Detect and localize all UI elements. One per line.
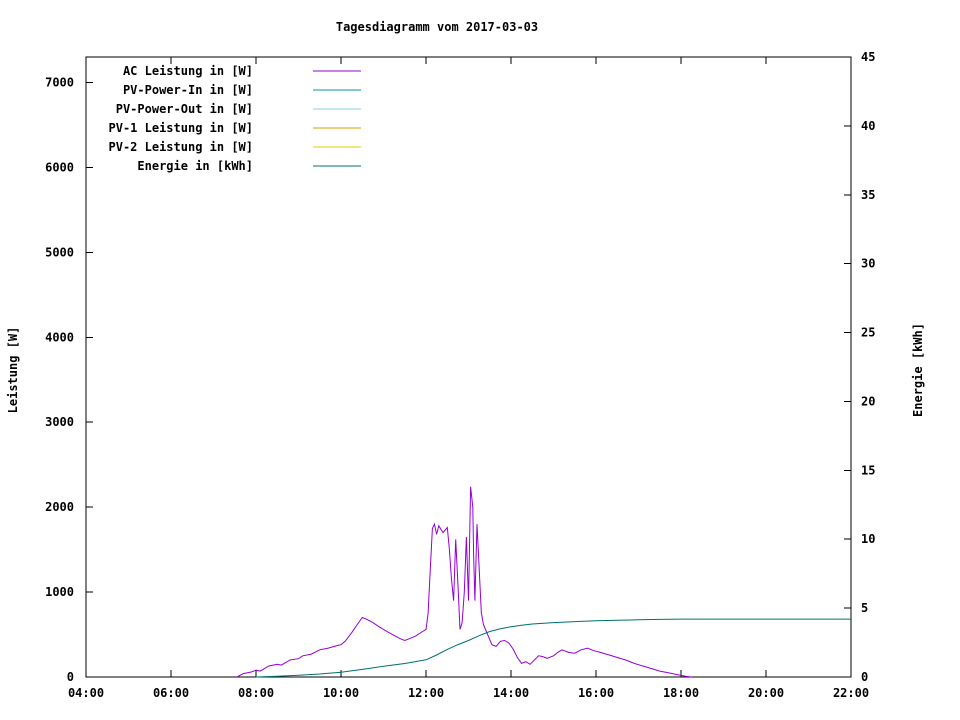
y-axis-label-right: Energie [kWh] — [911, 323, 925, 417]
y-right-tick-label: 0 — [861, 670, 868, 684]
x-tick-label: 18:00 — [663, 686, 699, 700]
y-right-tick-label: 5 — [861, 601, 868, 615]
y-left-tick-label: 2000 — [45, 500, 74, 514]
y-right-tick-label: 45 — [861, 50, 875, 64]
x-tick-label: 08:00 — [238, 686, 274, 700]
y-left-tick-label: 6000 — [45, 160, 74, 174]
y-right-tick-label: 15 — [861, 463, 875, 477]
x-tick-label: 04:00 — [68, 686, 104, 700]
y-right-tick-label: 35 — [861, 188, 875, 202]
y-right-tick-label: 20 — [861, 394, 875, 408]
legend-label-3: PV-1 Leistung in [W] — [109, 121, 254, 135]
x-tick-label: 22:00 — [833, 686, 869, 700]
y-right-tick-label: 40 — [861, 119, 875, 133]
legend-label-5: Energie in [kWh] — [137, 159, 253, 173]
y-left-tick-label: 4000 — [45, 330, 74, 344]
chart-title: Tagesdiagramm vom 2017-03-03 — [336, 20, 538, 34]
y-left-tick-label: 7000 — [45, 75, 74, 89]
y-left-tick-label: 1000 — [45, 585, 74, 599]
y-right-tick-label: 10 — [861, 532, 875, 546]
y-left-tick-label: 0 — [67, 670, 74, 684]
y-right-tick-label: 30 — [861, 257, 875, 271]
series-line-0 — [236, 486, 692, 678]
y-left-tick-label: 5000 — [45, 245, 74, 259]
legend-label-1: PV-Power-In in [W] — [123, 83, 253, 97]
y-axis-label-left: Leistung [W] — [6, 327, 20, 414]
x-tick-label: 10:00 — [323, 686, 359, 700]
legend-label-4: PV-2 Leistung in [W] — [109, 140, 254, 154]
plot-border — [85, 56, 852, 678]
y-right-tick-label: 25 — [861, 326, 875, 340]
chart-body: 04:00 06:00 08:00 10:00 12:00 14:00 16:00 18:00… — [45, 50, 875, 700]
legend-label-2: PV-Power-Out in [W] — [116, 102, 253, 116]
x-tick-label: 14:00 — [493, 686, 529, 700]
x-tick-label: 16:00 — [578, 686, 614, 700]
x-tick-label: 06:00 — [153, 686, 189, 700]
series-line-5 — [255, 618, 851, 678]
y-left-tick-label: 3000 — [45, 415, 74, 429]
x-tick-label: 12:00 — [408, 686, 444, 700]
x-tick-label: 20:00 — [748, 686, 784, 700]
legend-label-0: AC Leistung in [W] — [123, 64, 253, 78]
